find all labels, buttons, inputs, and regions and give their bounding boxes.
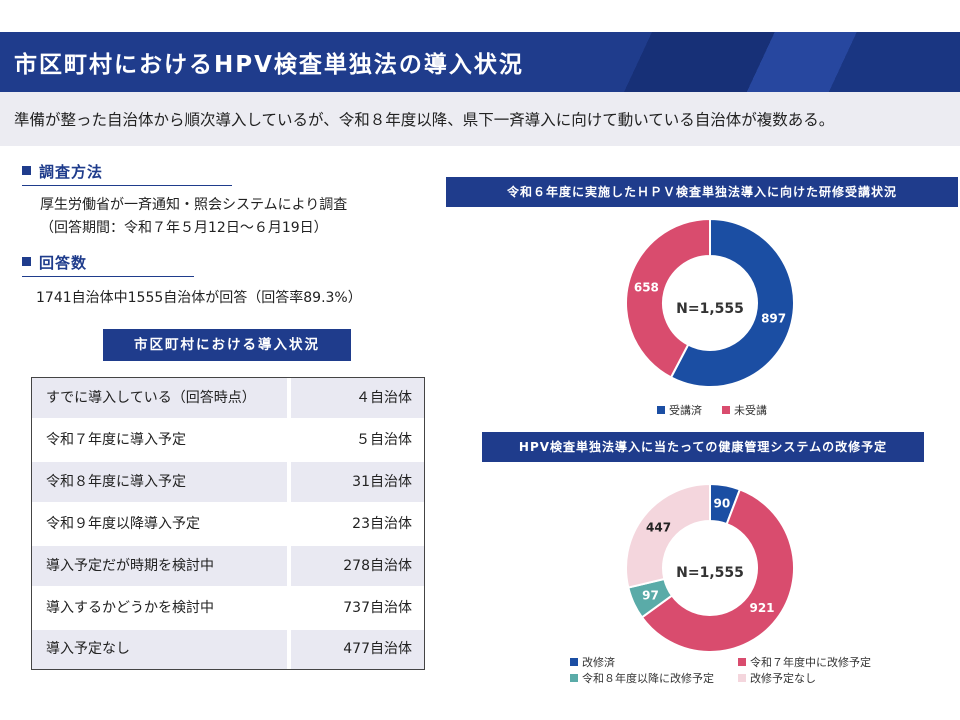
chart1-title: 令和６年度に実施したＨＰＶ検査単独法導入に向けた研修受講状況 [446, 177, 958, 207]
data-label: 921 [749, 601, 774, 615]
legend-label: 改修済 [582, 656, 615, 669]
legend-swatch [570, 674, 578, 682]
row-value: 477自治体 [291, 630, 424, 669]
table-row: 導入予定なし 477自治体 [32, 630, 424, 669]
legend-item: 改修予定なし [738, 670, 816, 686]
donut-slice [625, 217, 711, 379]
row-value: 31自治体 [291, 462, 424, 502]
divider [22, 185, 232, 186]
legend-label: 令和７年度中に改修予定 [750, 656, 871, 669]
training-donut-chart: N=1,555 897 658 [625, 217, 795, 388]
legend-label: 未受講 [734, 404, 767, 417]
responses-text: 1741自治体中1555自治体が回答（回答率89.3%） [36, 290, 362, 306]
legend-label: 受講済 [669, 404, 702, 417]
chart2-center-label: N=1,555 [676, 565, 744, 581]
chart1-center-label: N=1,555 [676, 301, 744, 317]
row-label: 令和８年度に導入予定 [32, 462, 287, 502]
row-label: 令和７年度に導入予定 [46, 432, 186, 448]
legend-label: 令和８年度以降に改修予定 [582, 672, 714, 685]
row-value: ５自治体 [356, 432, 412, 448]
responses-heading-text: 回答数 [39, 254, 88, 272]
square-bullet-icon [22, 166, 31, 175]
summary-text: 準備が整った自治体から順次導入しているが、令和８年度以降、県下一斉導入に向けて動… [14, 111, 835, 129]
legend-item: 未受講 [722, 402, 767, 418]
data-label: 97 [642, 588, 659, 602]
donut-slice [640, 488, 795, 653]
header-accent [660, 32, 960, 92]
responses-heading: 回答数 [22, 252, 87, 273]
table-row: 令和７年度に導入予定 ５自治体 [32, 420, 424, 462]
survey-method-line: 厚生労働省が一斉通知・照会システムにより調査 [40, 197, 348, 213]
page-title: 市区町村におけるHPV検査単独法の導入状況 [14, 52, 524, 78]
legend-item: 改修済 [570, 654, 615, 670]
data-label: 658 [634, 280, 659, 294]
data-label: 447 [646, 520, 671, 534]
table-row: すでに導入している（回答時点） ４自治体 [32, 378, 424, 420]
data-label: 897 [761, 312, 786, 326]
table-row: 令和９年度以降導入予定 23自治体 [32, 504, 424, 546]
system-donut-chart: N=1,555 90 921 97 447 [625, 482, 795, 653]
table-row: 導入予定だが時期を検討中 278自治体 [32, 546, 424, 588]
data-label: 90 [713, 497, 730, 511]
row-label: 導入するかどうかを検討中 [46, 600, 214, 616]
chart2-title: HPV検査単独法導入に当たっての健康管理システムの改修予定 [482, 432, 924, 462]
legend-item: 令和８年度以降に改修予定 [570, 670, 714, 686]
row-value: 278自治体 [291, 546, 424, 586]
status-table: すでに導入している（回答時点） ４自治体 令和７年度に導入予定 ５自治体 令和８… [31, 377, 425, 670]
summary-band: 準備が整った自治体から順次導入しているが、令和８年度以降、県下一斉導入に向けて動… [0, 92, 960, 146]
row-value: ４自治体 [291, 378, 424, 418]
survey-method-heading-text: 調査方法 [39, 163, 104, 181]
row-value: 737自治体 [343, 600, 412, 616]
row-label: 令和９年度以降導入予定 [46, 516, 200, 532]
row-label: すでに導入している（回答時点） [32, 378, 287, 418]
legend-swatch [570, 658, 578, 666]
survey-period-line: （回答期間：令和７年５月12日～６月19日） [40, 220, 328, 236]
legend-swatch [738, 674, 746, 682]
page-header: 市区町村におけるHPV検査単独法の導入状況 [0, 32, 960, 92]
row-label: 導入予定なし [32, 630, 287, 669]
legend-item: 受講済 [657, 402, 702, 418]
table-row: 令和８年度に導入予定 31自治体 [32, 462, 424, 504]
legend-swatch [722, 406, 730, 414]
legend-label: 改修予定なし [750, 672, 816, 685]
survey-method-heading: 調査方法 [22, 161, 103, 182]
legend-swatch [738, 658, 746, 666]
legend-swatch [657, 406, 665, 414]
row-label: 導入予定だが時期を検討中 [32, 546, 287, 586]
donut-slice [625, 482, 711, 589]
legend-item: 令和７年度中に改修予定 [738, 654, 871, 670]
square-bullet-icon [22, 257, 31, 266]
row-value: 23自治体 [352, 516, 412, 532]
table-title: 市区町村における導入状況 [103, 329, 351, 361]
donut-slice [669, 217, 795, 388]
table-row: 導入するかどうかを検討中 737自治体 [32, 588, 424, 630]
divider [22, 276, 194, 277]
